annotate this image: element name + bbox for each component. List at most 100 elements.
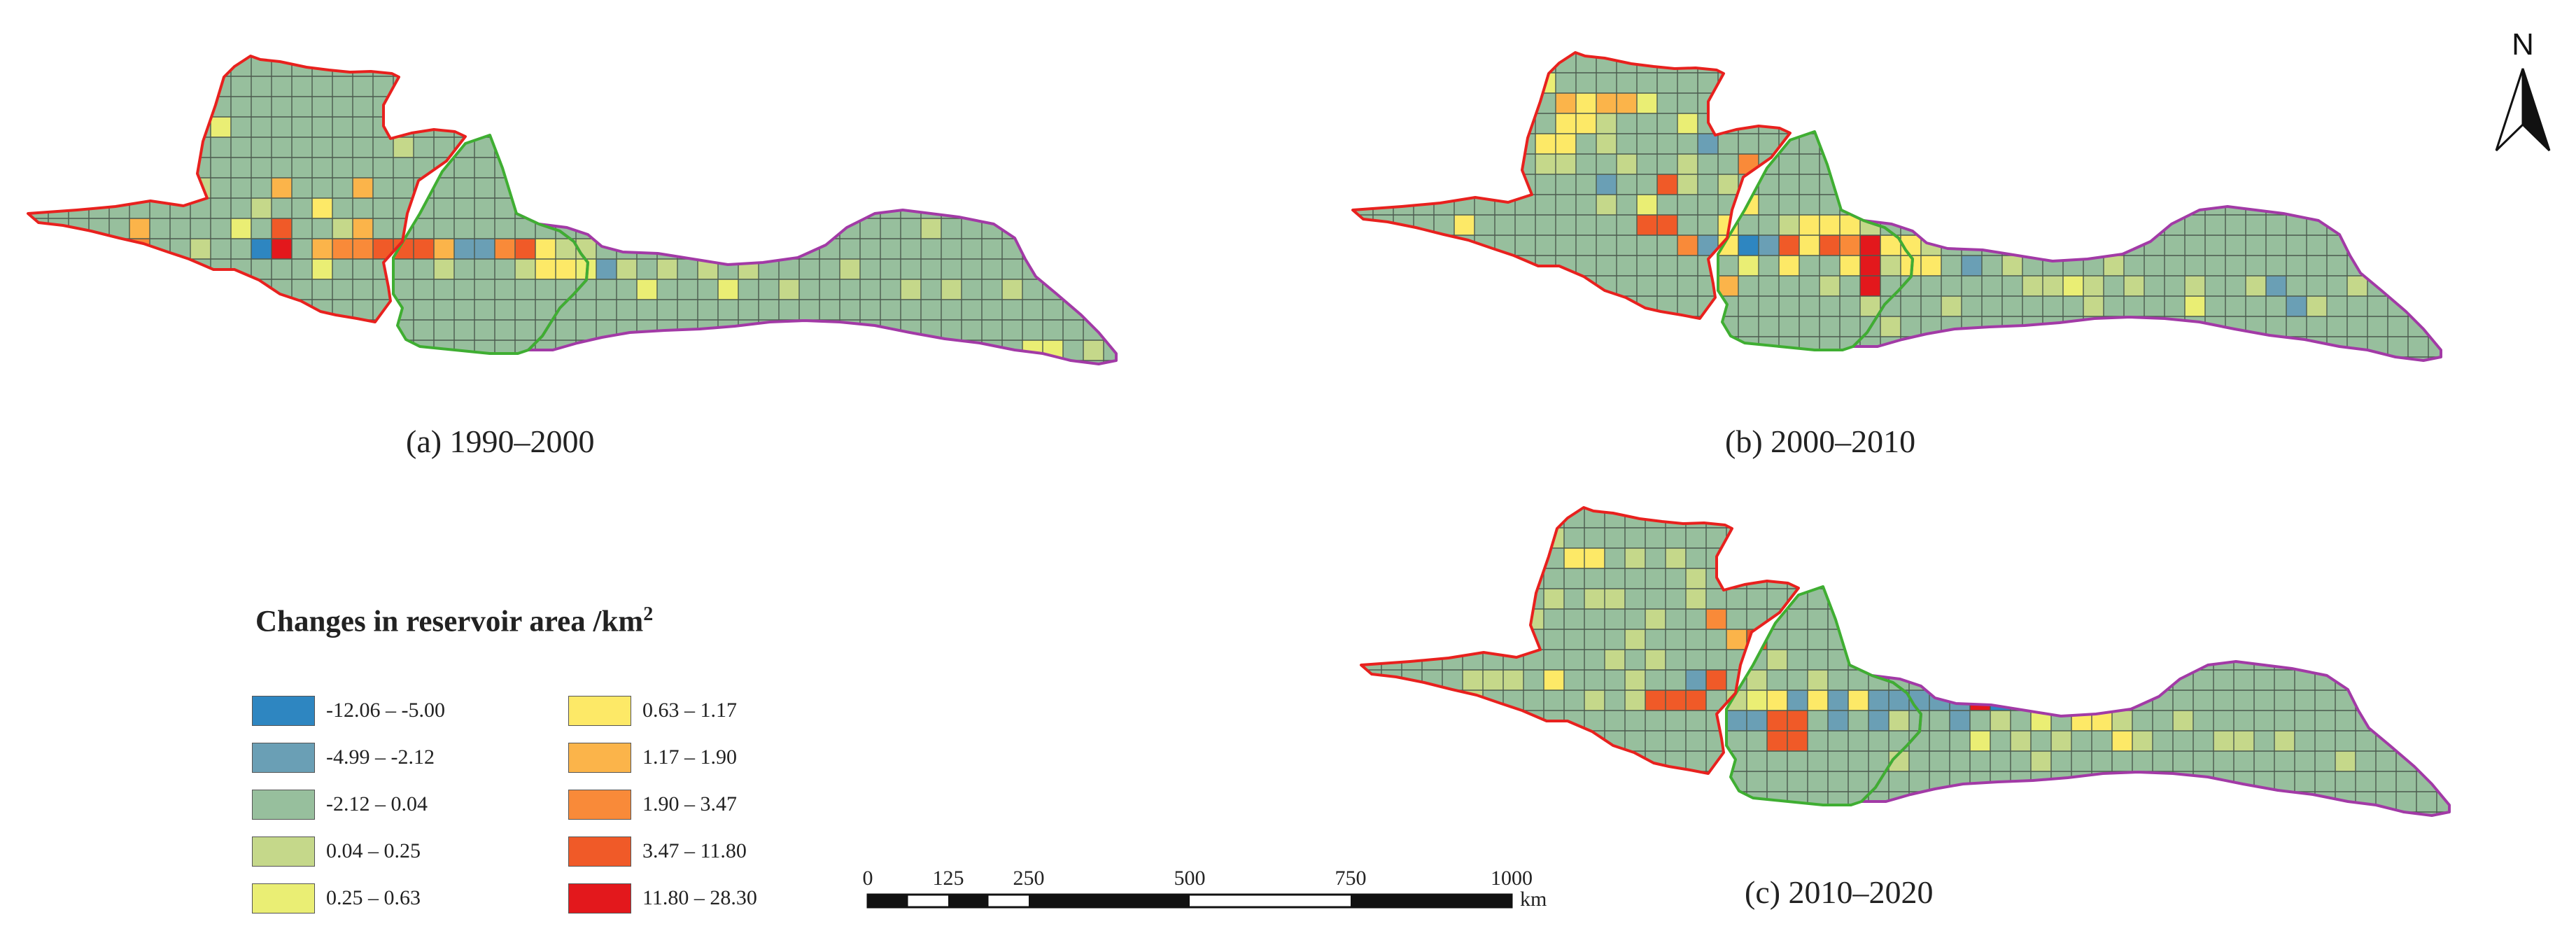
grid-cell (1564, 548, 1584, 568)
grid-cell (1941, 296, 1962, 316)
grid-cell (515, 239, 535, 259)
grid-cell (1677, 154, 1698, 174)
grid-cell (2112, 710, 2132, 731)
region-fill (28, 56, 1116, 364)
north-arrow-icon: N (2495, 27, 2551, 152)
grid-cell (2112, 731, 2132, 751)
grid-cell (1677, 235, 1698, 255)
grid-cell (657, 259, 677, 279)
grid-cell (901, 279, 921, 300)
grid-cell (535, 239, 556, 259)
grid-cell (495, 239, 515, 259)
grid-cell (312, 259, 332, 279)
grid-cell (1738, 235, 1759, 255)
legend-item: 11.80 – 28.30 (568, 881, 757, 916)
grid-cell (1576, 113, 1596, 134)
grid-cell (1726, 629, 1747, 650)
grid-cell (1921, 255, 1941, 276)
grid-cell (231, 218, 251, 239)
grid-cell (2124, 276, 2144, 296)
grid-cell (1454, 215, 1474, 235)
grid-cell (1625, 690, 1645, 710)
grid-cell (1666, 548, 1686, 568)
grid-cell (474, 239, 495, 259)
legend-swatch (252, 883, 315, 913)
region-west-border (1351, 51, 1792, 320)
panel-label-b: (b) 2000–2010 (1725, 424, 1916, 459)
region-middle-border (1717, 130, 1914, 351)
scale-tick-label: 750 (1335, 867, 1367, 890)
grid-cell (1840, 235, 1860, 255)
grid-cell (1767, 731, 1787, 751)
grid-cell (1718, 174, 1738, 195)
grid-cell (1596, 174, 1617, 195)
scale-tick-label: 250 (1013, 867, 1045, 890)
grid-cell (1083, 340, 1104, 360)
grid-cell (1556, 154, 1576, 174)
grid-cell (1779, 235, 1799, 255)
region-middle-border (392, 134, 589, 355)
scale-unit: km (1520, 888, 1547, 911)
legend-swatch (568, 742, 631, 773)
grid-cell (1596, 134, 1617, 154)
grid-cell (556, 259, 576, 279)
grid-cell (1828, 710, 1848, 731)
region-middle-border (1725, 585, 1922, 806)
grid-cell (1657, 215, 1677, 235)
grid-cell (2185, 276, 2205, 296)
grid-cell (1860, 255, 1880, 276)
grid-cell (1463, 670, 1483, 690)
grid-cell (1820, 215, 1840, 235)
grid-cell (1759, 235, 1779, 255)
grid-cell (1483, 670, 1503, 690)
region-west-border (1360, 506, 1800, 775)
grid-cell (393, 137, 414, 158)
grid-cell (2347, 276, 2367, 296)
grid-cell (2043, 276, 2063, 296)
grid-cell (1535, 154, 1556, 174)
grid-cell (1698, 134, 1718, 154)
grid-cell (1848, 690, 1868, 710)
grid-cell (434, 259, 454, 279)
grid-cell (2083, 276, 2104, 296)
grid-cell (1860, 296, 1880, 316)
grid-cell (2132, 731, 2153, 751)
grid-cell (2246, 276, 2266, 296)
grid-cell (2104, 255, 2124, 276)
grid-cell (2396, 731, 2416, 751)
grid-cell (2124, 316, 2144, 337)
grid-cell (1544, 670, 1564, 690)
grid-cell (1970, 731, 1990, 751)
grid-cell (1625, 629, 1645, 650)
grid-cell (535, 259, 556, 279)
grid-cell (1503, 670, 1523, 690)
legend-item: 0.63 – 1.17 (568, 693, 737, 728)
legend-swatch (568, 883, 631, 913)
scale-bar-segment (1351, 895, 1512, 907)
grid-cell (1596, 93, 1617, 113)
region-west-border (27, 55, 467, 323)
legend-label: 0.25 – 0.63 (326, 886, 421, 909)
grid-cell (2449, 337, 2469, 357)
grid-cell (353, 178, 373, 198)
grid-cell (353, 239, 373, 259)
scale-tick-label: 1000 (1491, 867, 1533, 890)
grid-cell (211, 117, 231, 137)
grid-cell (1677, 174, 1698, 195)
grid-cell (251, 198, 272, 218)
grid-cell (434, 239, 454, 259)
grid-cell (1950, 690, 1970, 710)
grid-cell (312, 239, 332, 259)
grid-cell (1666, 690, 1686, 710)
legend-swatch (252, 836, 315, 867)
scale-tick-label: 0 (862, 867, 873, 890)
legend-item: 0.04 – 0.25 (252, 834, 421, 869)
grid-cell (2274, 731, 2295, 751)
grid-cells (1361, 507, 2449, 816)
legend-swatch (252, 789, 315, 820)
grid-cell (1625, 670, 1645, 690)
grid-cell (1808, 690, 1828, 710)
grid-cell (1970, 690, 1990, 710)
grid-cell (1767, 710, 1787, 731)
